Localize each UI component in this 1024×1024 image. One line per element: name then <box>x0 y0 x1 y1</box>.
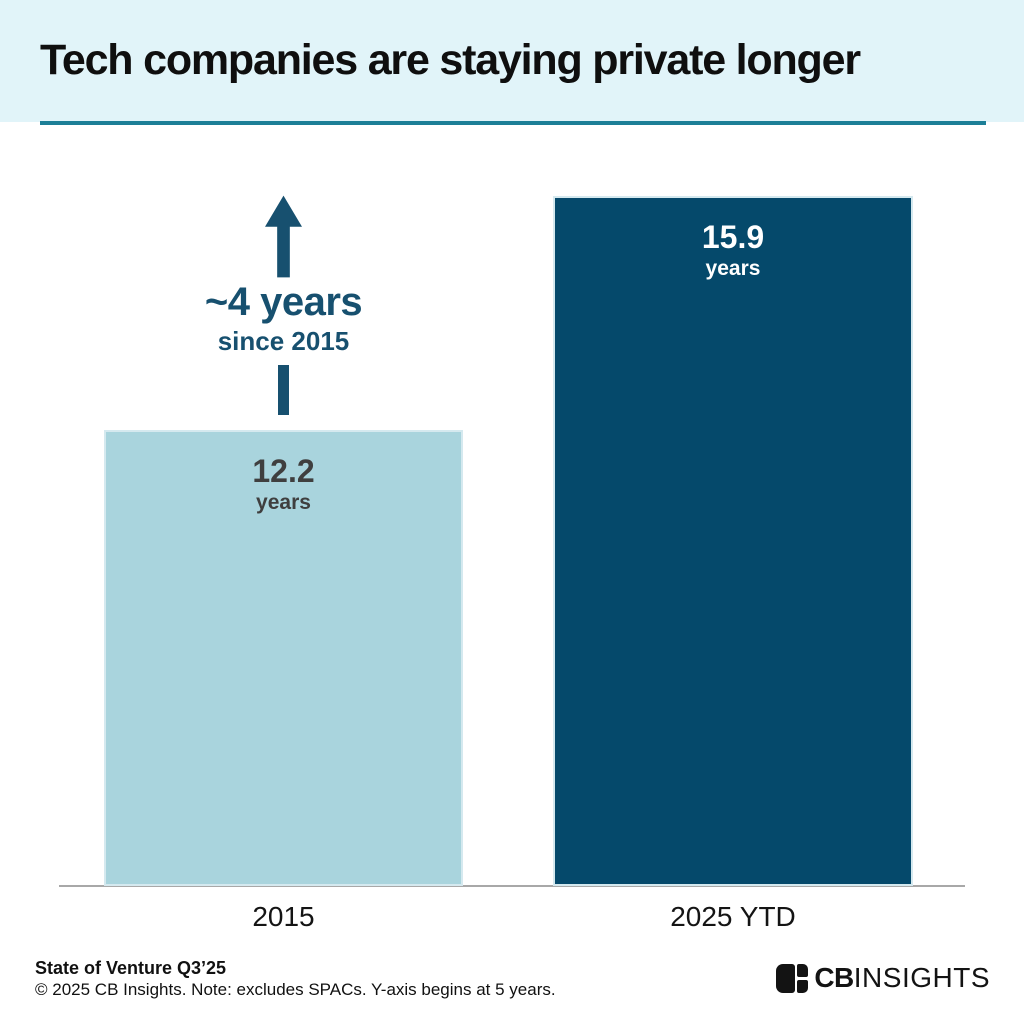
bar-2015: 12.2 years <box>104 430 463 886</box>
cb-insights-logo: CB INSIGHTS <box>776 962 990 994</box>
logo-mark-bottom-right-block <box>797 979 809 993</box>
header-divider <box>40 121 986 125</box>
cb-insights-logo-icon <box>776 963 809 993</box>
logo-text-cb: CB <box>814 962 854 993</box>
x-axis-label-2015: 2015 <box>252 901 315 932</box>
x-axis-label-2025-ytd: 2025 YTD <box>670 901 796 932</box>
bar-2015-unit: years <box>256 491 311 514</box>
logo-mark-top-right-block <box>797 963 809 977</box>
source-note: © 2025 CB Insights. Note: excludes SPACs… <box>35 980 556 999</box>
page-title: Tech companies are staying private longe… <box>40 36 861 84</box>
bar-2025-ytd-unit: years <box>705 257 761 280</box>
annotation-headline: ~4 years <box>204 280 363 324</box>
x-axis-line <box>59 885 965 887</box>
annotation-connector-line <box>278 365 289 415</box>
header-band: Tech companies are staying private longe… <box>0 0 1024 122</box>
up-arrow-icon <box>265 195 302 278</box>
logo-text-insights: INSIGHTS <box>853 962 990 993</box>
annotation-subline: since 2015 <box>217 326 350 356</box>
bar-2015-value: 12.2 <box>252 453 315 489</box>
report-title: State of Venture Q3’25 <box>35 958 227 978</box>
bar-2025-ytd: 15.9 years <box>553 196 913 886</box>
bar-2025-ytd-value: 15.9 <box>701 219 765 255</box>
change-annotation: ~4 years since 2015 <box>104 195 463 415</box>
logo-mark-left-block <box>776 963 796 993</box>
